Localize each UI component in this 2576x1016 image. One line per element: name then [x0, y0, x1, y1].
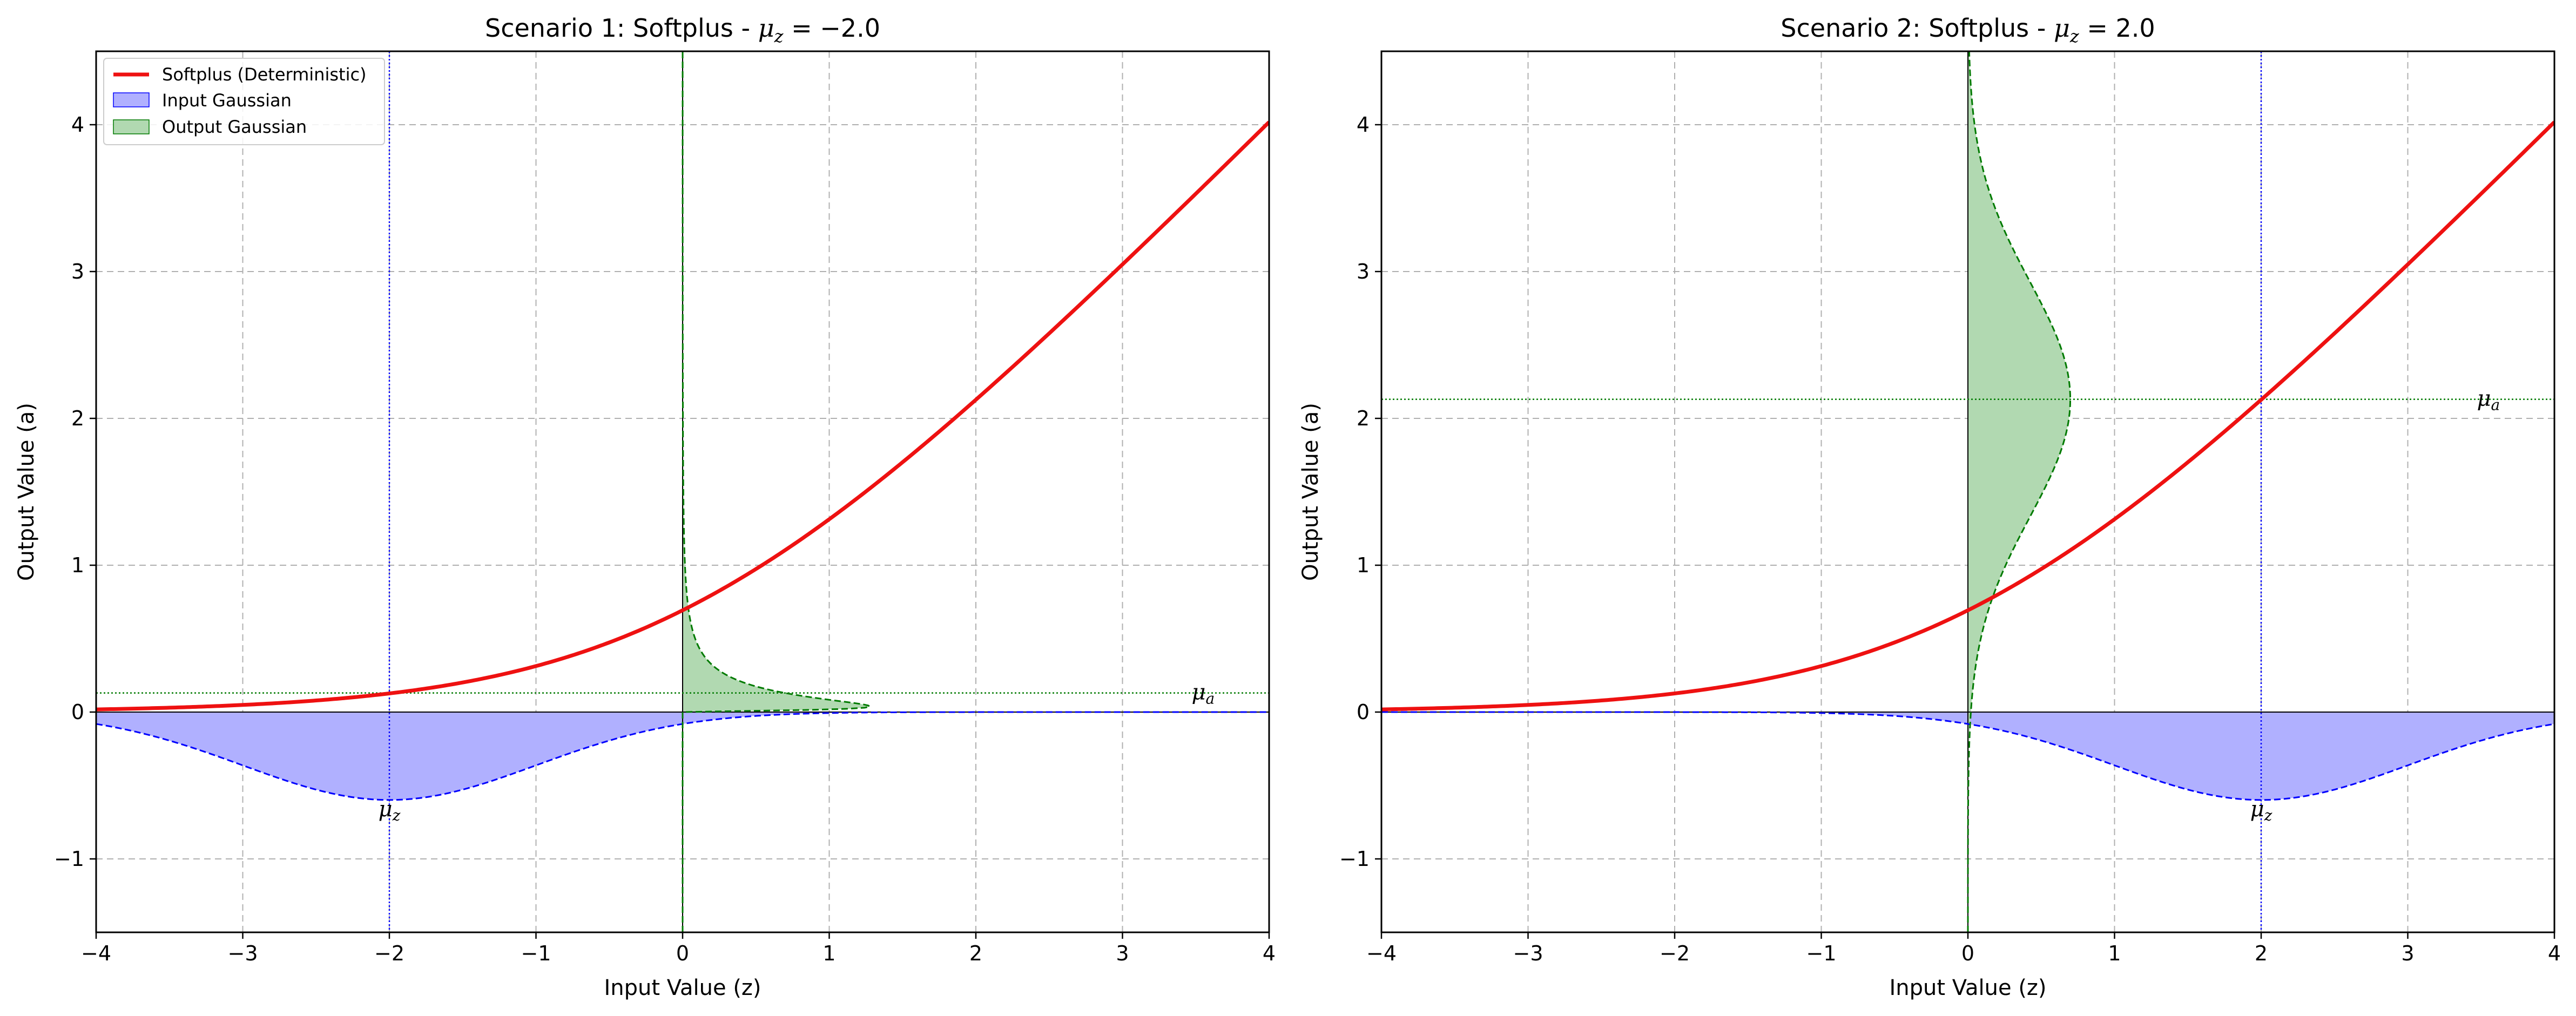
y-tick-label: 3 [71, 260, 84, 283]
x-tick-label: −2 [1660, 942, 1690, 965]
output-gaussian-curve [1967, 51, 2072, 932]
x-axis-label: Input Value (z) [1889, 976, 2046, 1000]
axis-ticks: −4 −3 −2 −1 0 1 2 3 4 −1 0 1 2 3 4 [1339, 113, 2561, 965]
legend-label-softplus: Softplus (Deterministic) [162, 64, 367, 85]
x-tick-label: 0 [676, 942, 689, 965]
x-tick-label: 3 [2401, 942, 2414, 965]
legend-label-output: Output Gaussian [162, 117, 307, 137]
axis-ticks: −4 −3 −2 −1 0 1 2 3 4 −1 0 1 2 3 4 [54, 113, 1276, 965]
legend-swatch-input [113, 92, 150, 107]
legend-swatch-output [113, 119, 150, 134]
x-tick-label: 3 [1116, 942, 1129, 965]
output-gaussian-curve [682, 51, 872, 932]
data-lines [1381, 51, 2554, 932]
x-tick-label: 2 [969, 942, 982, 965]
x-tick-label: 1 [822, 942, 835, 965]
x-tick-label: −1 [521, 942, 551, 965]
mu-a-label: μa [1191, 680, 1215, 708]
x-tick-label: 4 [1263, 942, 1276, 965]
output-gaussian-fill [1968, 51, 2071, 932]
legend: Softplus (Deterministic) Input Gaussian … [103, 58, 385, 145]
chart-title: Scenario 2: Softplus - μz = 2.0 [1781, 13, 2155, 46]
data-lines [96, 51, 1269, 932]
chart-title: Scenario 1: Softplus - μz = −2.0 [485, 13, 880, 46]
softplus-curve [96, 120, 1269, 712]
y-tick-label: 1 [1357, 553, 1370, 577]
y-tick-label: 4 [71, 113, 84, 137]
y-axis-label: Output Value (a) [14, 403, 39, 581]
legend-label-input: Input Gaussian [162, 90, 292, 111]
x-tick-label: −2 [374, 942, 404, 965]
input-gaussian-curve [1381, 711, 2554, 801]
y-tick-label: 1 [71, 553, 84, 577]
x-tick-label: 4 [2548, 942, 2561, 965]
subplot-2: −4 −3 −2 −1 0 1 2 3 4 −1 0 1 2 3 4 Scenario 2: Softplu… [1298, 13, 2561, 1000]
x-tick-label: −3 [1513, 942, 1543, 965]
y-tick-label: 2 [71, 407, 84, 430]
mu-z-label: μz [379, 797, 401, 824]
y-tick-label: −1 [1339, 847, 1370, 871]
y-tick-label: −1 [54, 847, 84, 871]
x-tick-label: −4 [1366, 942, 1397, 965]
y-tick-label: 0 [71, 700, 84, 724]
mu-a-label: μa [2477, 387, 2500, 414]
x-axis-label: Input Value (z) [604, 976, 761, 1000]
x-tick-label: 1 [2108, 942, 2121, 965]
subplot-1: −4 −3 −2 −1 0 1 2 3 4 −1 0 1 2 3 4 Scenario 1: Softplu… [14, 13, 1276, 1000]
x-tick-label: 2 [2255, 942, 2268, 965]
y-tick-label: 2 [1357, 407, 1370, 430]
y-tick-label: 4 [1357, 113, 1370, 137]
y-axis-label: Output Value (a) [1298, 403, 1323, 581]
y-tick-label: 0 [1357, 700, 1370, 724]
x-tick-label: 0 [1961, 942, 1974, 965]
x-tick-label: −3 [227, 942, 258, 965]
softplus-curve [1381, 120, 2554, 712]
x-tick-label: −1 [1806, 942, 1836, 965]
x-tick-label: −4 [81, 942, 111, 965]
y-tick-label: 3 [1357, 260, 1370, 283]
mu-z-label: μz [2250, 797, 2272, 824]
legend-box [103, 58, 385, 145]
